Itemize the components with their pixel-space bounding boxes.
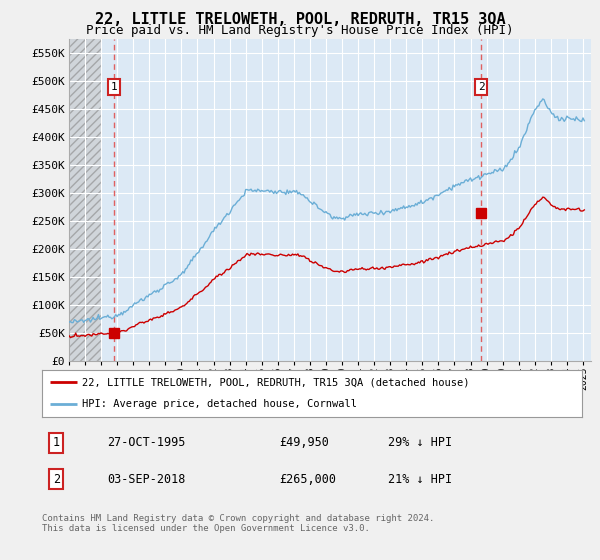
Text: 03-SEP-2018: 03-SEP-2018 <box>107 473 185 486</box>
Text: 1: 1 <box>53 436 60 449</box>
Text: £265,000: £265,000 <box>280 473 337 486</box>
Text: 22, LITTLE TRELOWETH, POOL, REDRUTH, TR15 3QA: 22, LITTLE TRELOWETH, POOL, REDRUTH, TR1… <box>95 12 505 27</box>
Text: 1: 1 <box>111 82 118 92</box>
Text: 22, LITTLE TRELOWETH, POOL, REDRUTH, TR15 3QA (detached house): 22, LITTLE TRELOWETH, POOL, REDRUTH, TR1… <box>83 377 470 388</box>
Bar <box>69 39 101 361</box>
Text: HPI: Average price, detached house, Cornwall: HPI: Average price, detached house, Corn… <box>83 399 358 409</box>
Text: Price paid vs. HM Land Registry's House Price Index (HPI): Price paid vs. HM Land Registry's House … <box>86 24 514 37</box>
Text: 27-OCT-1995: 27-OCT-1995 <box>107 436 185 449</box>
Text: £49,950: £49,950 <box>280 436 329 449</box>
Text: 21% ↓ HPI: 21% ↓ HPI <box>388 473 452 486</box>
Text: 2: 2 <box>53 473 60 486</box>
Text: 29% ↓ HPI: 29% ↓ HPI <box>388 436 452 449</box>
Text: Contains HM Land Registry data © Crown copyright and database right 2024.
This d: Contains HM Land Registry data © Crown c… <box>42 514 434 534</box>
Text: 2: 2 <box>478 82 485 92</box>
